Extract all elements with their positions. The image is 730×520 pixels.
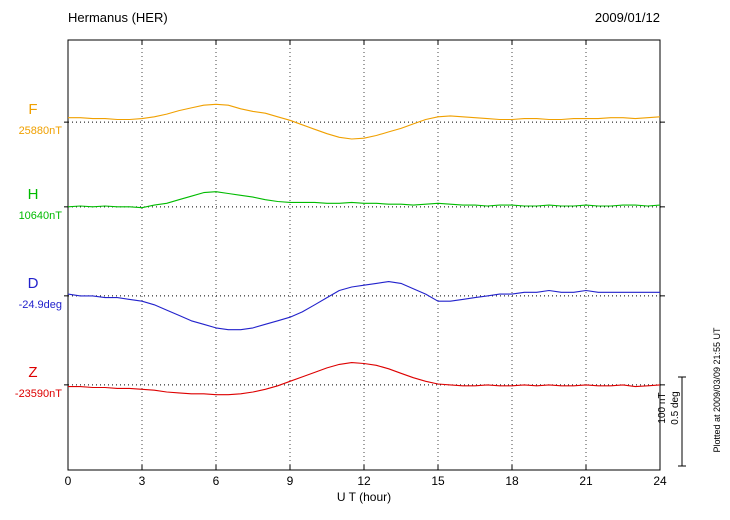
x-axis-label: U T (hour) [336,490,392,504]
x-tick-label: 0 [64,474,72,488]
trace-F [68,103,661,140]
series-baseline-value-H: 10640nT [18,209,62,222]
x-tick-label: 18 [505,474,519,488]
x-tick-label: 12 [357,474,371,488]
x-tick-label: 9 [286,474,294,488]
plotted-at-note: Plotted at 2009/03/09 21:55 UT [712,327,722,453]
scale-bar-nt-label: 100 nT [657,392,668,424]
trace-D [67,281,660,331]
station-title: Hermanus (HER) [68,10,168,25]
scale-bar-deg-label: 0.5 deg [670,391,681,425]
series-baseline-value-D: -24.9deg [18,298,62,311]
series-letter-Z: Z [28,363,38,381]
x-tick-label: 3 [138,474,146,488]
plot-date: 2009/01/12 [594,10,660,25]
x-tick-label: 21 [579,474,593,488]
series-letter-H: H [27,185,39,203]
x-tick-label: 24 [653,474,667,488]
series-letter-F: F [28,101,38,119]
trace-H [67,191,661,209]
series-baseline-value-Z: -23590nT [14,387,62,400]
trace-Z [68,362,661,396]
series-baseline-value-F: 25880nT [18,125,62,138]
series-letter-D: D [27,274,39,292]
x-tick-label: 15 [431,474,445,488]
x-tick-label: 6 [212,474,220,488]
scale-bar-labels: 100 nT 0.5 deg [656,348,682,468]
